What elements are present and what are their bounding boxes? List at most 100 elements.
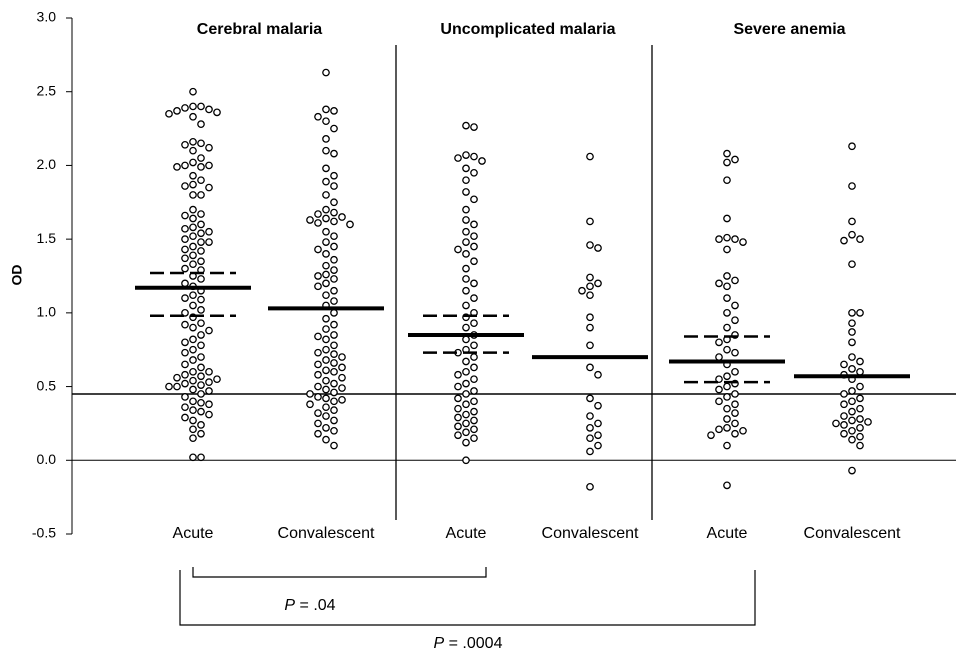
dot — [189, 205, 197, 214]
dot — [181, 245, 189, 254]
y-tick-label: 0.5 — [37, 377, 57, 393]
dot — [848, 397, 856, 406]
panel-title: Cerebral malaria — [197, 21, 323, 38]
dot — [197, 453, 205, 462]
dot — [197, 154, 205, 162]
dot — [181, 403, 189, 412]
dot — [322, 356, 330, 364]
dot — [462, 456, 470, 465]
dot — [470, 242, 478, 251]
dot — [731, 235, 739, 243]
dot — [856, 441, 864, 450]
dot — [594, 401, 602, 410]
dot — [330, 208, 338, 217]
dot — [322, 314, 330, 323]
dot — [189, 301, 197, 310]
dot — [181, 338, 189, 347]
dot — [330, 426, 338, 435]
dot — [578, 286, 586, 295]
bracket — [192, 567, 487, 578]
dot — [314, 393, 322, 401]
dot — [197, 341, 205, 350]
dot — [723, 158, 731, 167]
dot — [189, 335, 197, 344]
dot — [848, 407, 856, 416]
dot — [470, 279, 478, 288]
dot — [715, 385, 723, 394]
dot — [189, 434, 197, 443]
x-tick-label: Convalescent — [278, 525, 376, 542]
dot — [173, 107, 181, 115]
dot — [165, 109, 173, 118]
dot — [306, 390, 314, 398]
dot — [330, 416, 338, 425]
dot — [462, 410, 470, 419]
dot — [470, 341, 478, 350]
dot — [330, 232, 338, 241]
dot — [586, 434, 594, 443]
dot — [197, 139, 205, 148]
dot — [197, 398, 205, 407]
dot — [197, 407, 205, 416]
dot — [848, 466, 856, 475]
dot — [731, 390, 739, 398]
dot — [470, 152, 478, 161]
dot — [848, 353, 856, 361]
x-tick-label: Convalescent — [804, 525, 902, 542]
dot — [322, 177, 330, 186]
dot — [314, 382, 322, 391]
dot — [723, 323, 731, 332]
dot — [856, 404, 864, 413]
dot — [586, 282, 594, 291]
dot — [314, 210, 322, 218]
dot — [322, 105, 330, 114]
dot — [856, 432, 864, 441]
dot — [462, 367, 470, 376]
dot — [462, 151, 470, 159]
dot — [181, 104, 189, 112]
dot — [330, 350, 338, 358]
dot — [594, 244, 602, 252]
dot — [197, 191, 205, 199]
y-tick-label: 1.5 — [37, 230, 57, 246]
dot — [848, 260, 856, 269]
dot — [462, 216, 470, 224]
dot — [462, 390, 470, 398]
dot — [330, 359, 338, 367]
dot — [856, 309, 864, 317]
dot — [314, 429, 322, 438]
dot — [470, 397, 478, 406]
dot — [723, 441, 731, 450]
dot — [723, 382, 731, 391]
dot — [173, 382, 181, 391]
dot — [586, 291, 594, 300]
dot — [322, 238, 330, 246]
dot — [586, 313, 594, 322]
dot — [322, 191, 330, 199]
dot — [586, 323, 594, 332]
dot — [715, 353, 723, 361]
dot — [454, 245, 462, 254]
dot — [462, 188, 470, 196]
panel-title: Severe anemia — [733, 21, 845, 38]
dot — [864, 418, 872, 426]
dot — [189, 251, 197, 260]
dot — [181, 360, 189, 369]
dot — [189, 406, 197, 415]
dot — [723, 233, 731, 242]
dot — [462, 164, 470, 173]
dot — [322, 205, 330, 214]
dot — [330, 149, 338, 158]
dot — [848, 328, 856, 336]
dot — [330, 441, 338, 450]
dot — [338, 395, 346, 404]
dot — [470, 232, 478, 241]
y-tick-label: 2.0 — [37, 156, 57, 172]
dot — [470, 416, 478, 425]
dot — [189, 367, 197, 376]
dot — [322, 227, 330, 236]
dot — [462, 335, 470, 344]
dot — [723, 309, 731, 317]
p-value: P = .04 — [284, 597, 335, 614]
dot — [306, 400, 314, 409]
